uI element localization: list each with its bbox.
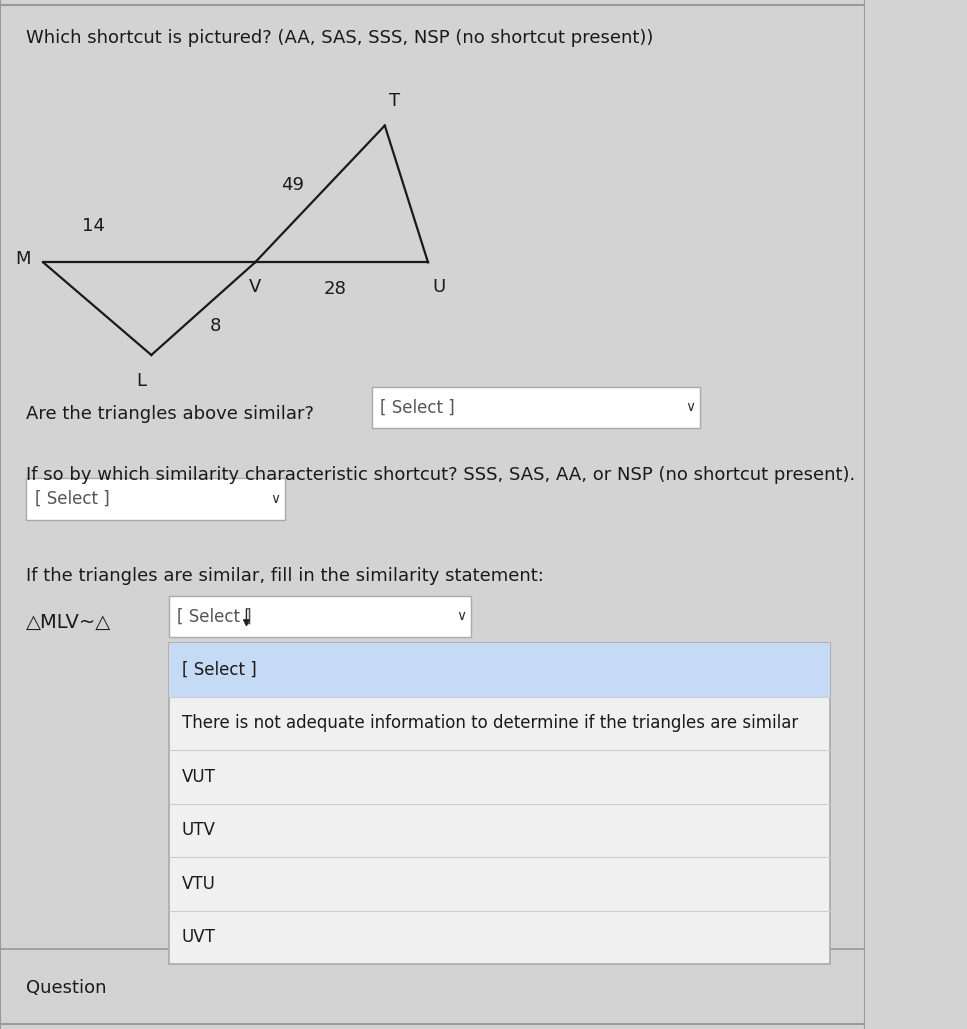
Text: 14: 14 [82,217,104,235]
Text: ∨: ∨ [685,400,695,415]
Text: 49: 49 [281,176,305,194]
Text: V: V [249,278,261,295]
Text: L: L [136,372,146,390]
Text: UVT: UVT [182,928,216,947]
Text: 8: 8 [209,317,220,335]
Text: ∨: ∨ [455,609,466,624]
Text: [ Select ]: [ Select ] [380,398,455,417]
Text: [ Select ]: [ Select ] [182,661,256,679]
FancyBboxPatch shape [26,478,285,520]
Text: ∨: ∨ [270,492,280,506]
Text: If the triangles are similar, fill in the similarity statement:: If the triangles are similar, fill in th… [26,567,543,586]
Text: Are the triangles above similar?: Are the triangles above similar? [26,404,314,423]
Text: Question: Question [26,979,106,997]
Text: VUT: VUT [182,768,216,786]
FancyBboxPatch shape [168,643,830,964]
Text: 28: 28 [324,280,347,297]
Text: There is not adequate information to determine if the triangles are similar: There is not adequate information to det… [182,714,798,733]
Text: M: M [15,250,30,269]
Text: T: T [389,93,400,110]
FancyBboxPatch shape [168,643,830,697]
FancyBboxPatch shape [372,387,700,428]
FancyBboxPatch shape [168,596,471,637]
Text: If so by which similarity characteristic shortcut? SSS, SAS, AA, or NSP (no shor: If so by which similarity characteristic… [26,466,855,485]
Text: △MLV~△: △MLV~△ [26,613,111,632]
Text: UTV: UTV [182,821,216,840]
Text: [ Select ]: [ Select ] [35,490,109,508]
Text: Which shortcut is pictured? (AA, SAS, SSS, NSP (no shortcut present)): Which shortcut is pictured? (AA, SAS, SS… [26,29,654,46]
Text: [ Select ]: [ Select ] [177,607,252,626]
Text: U: U [432,278,446,295]
Text: VTU: VTU [182,875,216,893]
